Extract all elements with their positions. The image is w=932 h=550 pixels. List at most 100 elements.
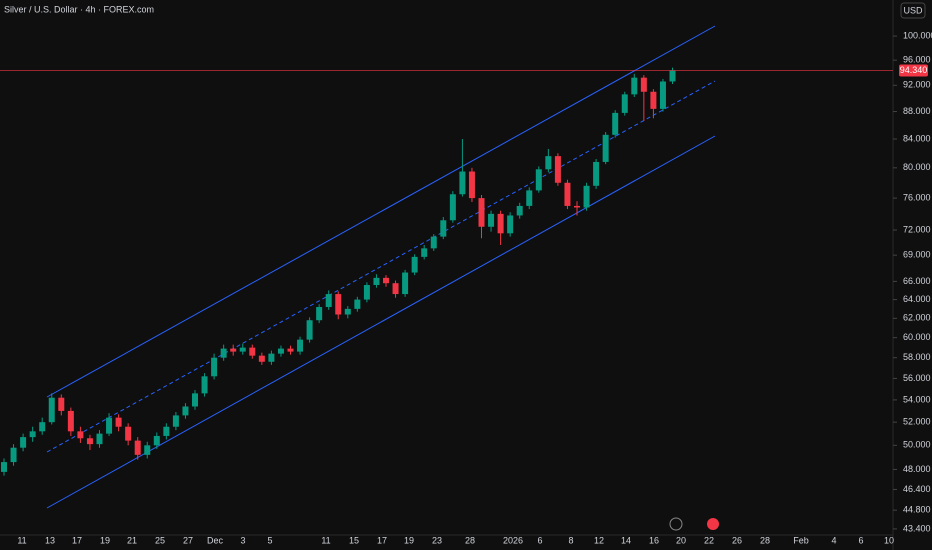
candle-body [430,236,437,249]
candle-body [392,283,399,295]
y-tick-label: 72.000 [903,224,931,234]
x-tick-label: 16 [649,535,659,545]
y-tick-label: 69.000 [903,250,931,260]
candle-body [363,284,370,300]
candle-body [77,431,84,439]
candle-body [306,320,313,340]
y-tick-label: 88.000 [903,106,931,116]
y-tick-label: 84.000 [903,133,931,143]
candle-body [383,277,389,284]
candle-body [316,306,323,321]
candle-body [39,422,46,432]
event-icon[interactable] [707,518,719,530]
x-tick-label: 20 [676,535,686,545]
x-tick-label: 17 [72,535,82,545]
currency-label[interactable]: USD [903,5,923,15]
x-tick-label: 21 [127,535,137,545]
candle-body [421,248,428,257]
candle-body [201,376,208,394]
candle-body [488,213,495,227]
candle-body [29,431,36,438]
candle-body [468,171,475,199]
x-tick-label: 28 [760,535,770,545]
x-tick-label: 2026 [503,535,523,545]
candle-body [163,426,170,436]
x-tick-label: 6 [858,535,863,545]
y-tick-label: 64.000 [903,294,931,304]
x-tick-label: Feb [793,535,809,545]
candle-body [230,348,237,352]
candle-body [172,415,179,427]
chart-title: Silver / U.S. Dollar · 4h · FOREX.com [4,4,154,14]
y-tick-label: 44.800 [903,505,931,515]
candle-body [564,182,571,206]
y-tick-label: 52.000 [903,417,931,427]
y-tick-label: 48.000 [903,464,931,474]
y-tick-label: 54.000 [903,394,931,404]
x-tick-label: 6 [537,535,542,545]
y-tick-label: 46.400 [903,484,931,494]
candle-body [516,205,523,216]
last-price-tag [899,64,928,77]
candle-body [554,156,561,183]
candle-body [249,347,256,356]
x-tick-label: 23 [432,535,442,545]
candle-body [669,70,676,82]
event-icon[interactable] [669,517,683,531]
candle-body [277,348,284,354]
candle-body [402,272,409,295]
candle-body [459,171,466,195]
channel-middle [46,80,716,453]
candle-body [497,213,504,234]
x-tick-label: 3 [240,535,245,545]
y-tick-label: 62.000 [903,313,931,323]
candle-body [106,417,113,434]
x-tick-label: 27 [183,535,193,545]
candle-body [115,417,122,427]
candle-body [574,205,580,208]
x-tick-label: 14 [621,535,631,545]
candle-body [258,355,265,362]
x-tick-label: 11 [17,535,26,545]
y-tick-label: 58.000 [903,352,931,362]
x-tick-label: 4 [831,535,836,545]
candle-body [535,169,542,191]
candle-body [593,161,600,186]
candle-body [287,348,294,352]
currency-button[interactable] [900,2,926,19]
candle-body [134,440,141,455]
x-tick-label: 25 [155,535,165,545]
candle-body [211,357,218,377]
candle-body [58,397,65,411]
candle-body [192,393,198,407]
x-tick-label: 17 [377,535,387,545]
last-price-label: 94.340 [900,65,928,75]
candle-body [325,294,332,307]
x-tick-label: 26 [732,535,742,545]
candle-body [373,277,380,285]
y-tick-label: 56.000 [903,373,931,383]
candle-body [650,91,657,109]
candle-body [344,308,351,315]
x-tick-label: 12 [594,535,604,545]
y-tick-label: 76.000 [903,192,931,202]
x-tick-label: 10 [884,535,894,545]
candle-body [335,294,342,315]
candle-body [20,437,27,448]
y-tick-label: 60.000 [903,332,931,342]
candle-body [411,256,418,273]
candle-body [659,81,666,109]
x-tick-label: 11 [321,535,330,545]
y-tick-label: 96.000 [903,55,931,65]
y-tick-label: 50.000 [903,440,931,450]
candle-body [268,353,275,362]
candle-body [612,112,619,135]
y-tick-label: 43.400 [903,523,931,533]
x-tick-label: 19 [404,535,414,545]
y-tick-label: 100.000 [903,30,932,40]
x-tick-label: 22 [704,535,714,545]
candle-body [48,397,55,423]
x-tick-label: 15 [349,535,359,545]
candle-body [153,435,160,446]
candle-body [602,134,609,162]
